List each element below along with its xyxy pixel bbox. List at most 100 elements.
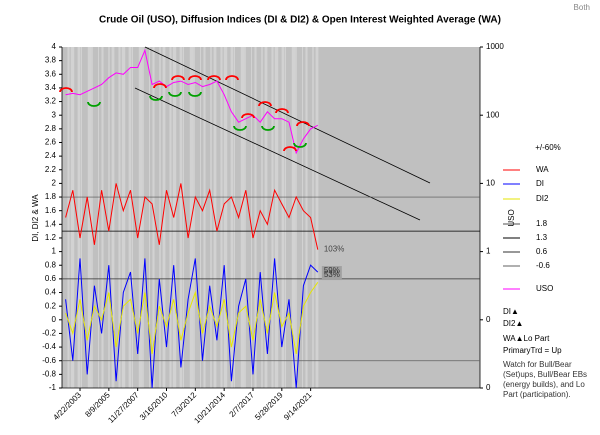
y-tick-label: 3.8 xyxy=(45,56,57,65)
y-tick-label: 4 xyxy=(52,42,57,51)
bear-setup-arc xyxy=(258,101,272,107)
stripe xyxy=(132,47,133,388)
y-tick-label: 3.4 xyxy=(45,83,57,92)
stripe xyxy=(128,47,132,388)
y-tick-label: 3.2 xyxy=(45,97,57,106)
stripe xyxy=(200,47,201,388)
bear-setup-arc xyxy=(188,75,202,81)
legend-label: DI2 xyxy=(536,194,549,203)
stripe xyxy=(312,47,314,388)
bear-setup-arc xyxy=(283,146,297,152)
stripe xyxy=(302,47,303,388)
stripe xyxy=(285,47,286,388)
y-axis-label: DI, DI2 & WA xyxy=(31,194,40,242)
chart-title: Crude Oil (USO), Diffusion Indices (DI &… xyxy=(99,15,501,26)
bear-setup-arc xyxy=(225,75,239,81)
legend-label: 1.3 xyxy=(536,233,548,242)
y-tick-label: 2.6 xyxy=(45,138,57,147)
y2-tick-label: 100 xyxy=(486,110,500,119)
stripe xyxy=(70,47,75,388)
y-tick-label: 2 xyxy=(52,179,57,188)
legend-label: DI xyxy=(536,179,544,188)
legend-label: -0.6 xyxy=(536,261,550,270)
stripe xyxy=(305,47,308,388)
stripe xyxy=(261,47,263,388)
stripe xyxy=(234,47,235,388)
trend-channel xyxy=(134,87,421,221)
stripe xyxy=(159,47,161,388)
bear-setup-arc xyxy=(275,108,289,114)
stripe xyxy=(271,47,274,388)
stripe xyxy=(142,47,144,388)
x-tick-label: 3/16/2010 xyxy=(138,390,170,422)
stripe xyxy=(152,47,155,388)
y-tick-label: 1.6 xyxy=(45,206,57,215)
corner-label: Both xyxy=(574,3,590,12)
stripe xyxy=(118,47,121,388)
x-tick-label: 8/9/2005 xyxy=(83,390,112,419)
bull-setup-arc xyxy=(168,91,182,97)
stripe xyxy=(108,47,110,388)
stripe xyxy=(254,47,257,388)
x-tick-label: 9/14/2021 xyxy=(282,390,314,422)
y-tick-label: -0.8 xyxy=(42,369,56,378)
bear-setup-arc xyxy=(207,75,221,81)
stripe xyxy=(295,47,297,388)
stripe xyxy=(121,47,126,388)
stripe xyxy=(172,47,177,388)
y-tick-label: 0.2 xyxy=(45,301,57,310)
y-tick-label: 1.8 xyxy=(45,192,57,201)
series-line xyxy=(65,282,319,354)
bear-setup-arc xyxy=(59,87,73,93)
bear-setup-arc xyxy=(296,121,310,127)
stripe xyxy=(149,47,150,388)
y2-tick-label: 1 xyxy=(486,247,491,256)
stripe xyxy=(264,47,268,388)
y-tick-label: 2.8 xyxy=(45,124,57,133)
bull-setup-arc xyxy=(149,95,163,101)
stripe xyxy=(240,47,245,388)
annotation: 59% xyxy=(324,266,340,275)
stripe xyxy=(77,47,81,388)
y-tick-label: 2.2 xyxy=(45,165,57,174)
x-tick-label: 5/28/2019 xyxy=(253,390,285,422)
y2-tick-label: 0 xyxy=(486,315,491,324)
bull-setup-arc xyxy=(188,91,202,97)
y-tick-label: -0.4 xyxy=(42,342,56,351)
stripe xyxy=(87,47,92,388)
y-tick-label: 0.4 xyxy=(45,288,57,297)
series-line xyxy=(65,48,319,155)
x-tick-label: 10/21/2014 xyxy=(192,390,227,425)
y-tick-label: -0.2 xyxy=(42,329,56,338)
note: PrimaryTrd = Up xyxy=(503,346,562,355)
stripe xyxy=(91,47,93,388)
stripe xyxy=(315,47,319,388)
y-tick-label: 1.2 xyxy=(45,233,57,242)
y-tick-label: 0.8 xyxy=(45,260,57,269)
y2-tick-label: 10 xyxy=(486,179,495,188)
bull-setup-arc xyxy=(261,125,275,131)
stripe xyxy=(81,47,82,388)
stripe xyxy=(111,47,115,388)
stripe xyxy=(101,47,104,388)
note: DI2▲ xyxy=(503,319,523,328)
series-line xyxy=(65,183,319,250)
stripe xyxy=(169,47,172,388)
bear-setup-arc xyxy=(153,83,167,89)
legend-label: 0.6 xyxy=(536,247,548,256)
bear-setup-arc xyxy=(171,75,185,81)
y-tick-label: 3 xyxy=(52,110,57,119)
note: Watch for Bull/Bear (Set)ups, Bull/Bear … xyxy=(503,360,588,399)
stripe xyxy=(193,47,195,388)
legend-label: USO xyxy=(536,284,553,293)
bull-setup-arc xyxy=(87,101,101,107)
note: WA▲Lo Part xyxy=(503,334,550,343)
stripe xyxy=(223,47,228,388)
stripe xyxy=(251,47,252,388)
stripe xyxy=(203,47,206,388)
stripe xyxy=(274,47,279,388)
y-tick-label: 0.6 xyxy=(45,274,57,283)
y2-tick-label: 0 xyxy=(486,383,491,392)
y-tick-label: 1.4 xyxy=(45,219,57,228)
